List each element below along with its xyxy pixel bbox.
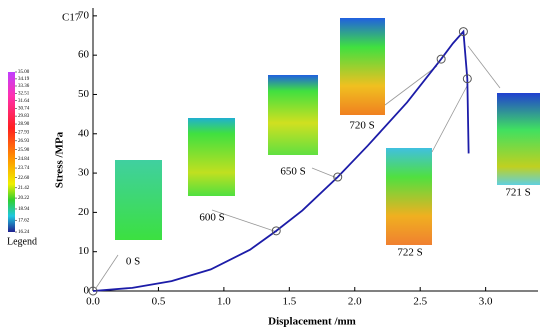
line <box>92 29 470 292</box>
colorbar <box>8 72 15 232</box>
x-tick-label: 0.5 <box>152 296 166 308</box>
annotation: 721 S <box>505 187 530 199</box>
annotation: 722 S <box>397 247 422 259</box>
x-axis-label: Displacement /mm <box>268 316 356 328</box>
y-tick-label: 50 <box>78 88 90 100</box>
colorbar-label: 33.36 <box>18 84 30 89</box>
y-tick-label: 70 <box>78 9 90 21</box>
y-tick-label: 20 <box>78 206 90 218</box>
annotation: 0 S <box>126 256 140 268</box>
x-tick-label: 2.5 <box>413 296 427 308</box>
x-tick-label: 1.5 <box>282 296 296 308</box>
colorbar-label: 27.93 <box>18 130 30 135</box>
y-tick-label: 40 <box>78 127 90 139</box>
marker <box>271 226 281 236</box>
colorbar-label: 24.84 <box>18 157 30 162</box>
x-tick-label: 2.0 <box>348 296 362 308</box>
colorbar-label: 26.93 <box>18 139 30 144</box>
arrows <box>95 45 501 289</box>
colorbar-label: 28.90 <box>18 122 30 127</box>
colorbar-label: 35.00 <box>18 70 30 75</box>
colorbar-label: 30.74 <box>18 106 30 111</box>
marker <box>333 172 343 182</box>
colorbar-label: 20.22 <box>18 196 30 201</box>
chart-title: C17 <box>62 12 81 24</box>
marker <box>88 286 98 296</box>
y-tick-label: 60 <box>78 49 90 61</box>
annotation: 650 S <box>280 166 305 178</box>
annotation: 720 S <box>349 120 374 132</box>
colorbar-label: 29.83 <box>18 114 30 119</box>
y-axis-label: Stress /MPa <box>54 131 66 188</box>
colorbar-label: 17.62 <box>18 218 30 223</box>
y-tick-label: 10 <box>78 245 90 257</box>
y-tick-label: 30 <box>78 167 90 179</box>
thermal-images <box>115 18 540 245</box>
colorbar-label: 31.64 <box>18 99 30 104</box>
colorbar-label: 34.19 <box>18 77 30 82</box>
x-tick-label: 1.0 <box>217 296 231 308</box>
colorbar-label: 32.51 <box>18 91 30 96</box>
y-tick-label: 0 <box>84 285 90 297</box>
marker <box>436 54 446 64</box>
colorbar-label: 22.60 <box>18 176 30 181</box>
marker <box>462 74 472 84</box>
x-tick-label: 0.0 <box>86 296 100 308</box>
colorbar-label: 16.24 <box>18 230 30 235</box>
colorbar-title: Legend <box>7 236 37 247</box>
colorbar-label: 18.94 <box>18 207 30 212</box>
annotation: 600 S <box>199 212 224 224</box>
colorbar-label: 23.74 <box>18 166 30 171</box>
colorbar-label: 21.42 <box>18 186 30 191</box>
x-tick-label: 3.0 <box>479 296 493 308</box>
colorbar-label: 25.90 <box>18 148 30 153</box>
marker <box>458 27 468 37</box>
